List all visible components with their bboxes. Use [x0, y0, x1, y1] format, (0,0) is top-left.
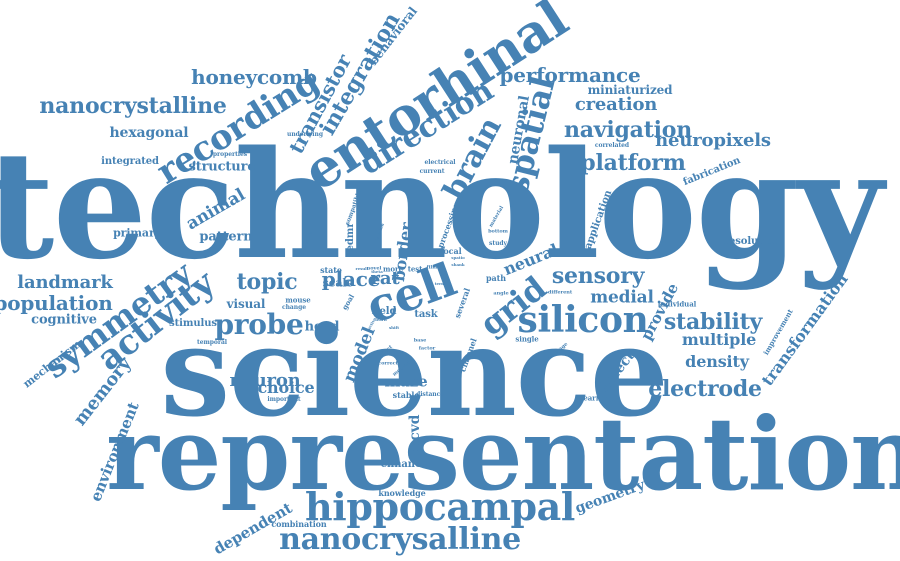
word-learning: learning: [580, 393, 614, 403]
word-enhance: enhance: [380, 459, 428, 470]
word-landmark: landmark: [17, 272, 113, 293]
word-distance: distance: [416, 391, 444, 398]
word-test: test: [407, 264, 423, 274]
word-individual: individual: [657, 299, 697, 309]
word-creation: creation: [574, 94, 658, 115]
word-field: field: [371, 306, 397, 317]
word-population: population: [0, 291, 113, 315]
word-neuropixels: neuropixels: [655, 130, 771, 151]
word-spatio: spatio: [451, 255, 465, 260]
word-bottom: bottom: [488, 228, 508, 235]
word-platform: platform: [580, 150, 686, 176]
word-current: current: [419, 168, 445, 175]
word-shift: shift: [388, 325, 400, 330]
word-miniaturized: miniaturized: [587, 83, 673, 97]
word-primary: primary: [113, 226, 161, 240]
word-maze: maze: [384, 372, 428, 391]
word-single: single: [515, 334, 539, 344]
word-temporal: temporal: [197, 339, 227, 346]
word-electrode: electrode: [648, 376, 762, 402]
word-more: more: [383, 264, 403, 274]
word-hexagonal: hexagonal: [109, 125, 189, 141]
word-correct: correct: [378, 360, 398, 367]
word-honeycomb: honeycomb: [191, 65, 317, 89]
word-topic: topic: [236, 269, 298, 295]
word-cognitive: cognitive: [31, 312, 97, 328]
word-rat: rat: [370, 268, 400, 289]
word-pattern: pattern: [199, 229, 253, 245]
word-properties: properties: [212, 151, 248, 158]
word-navigation: navigation: [563, 117, 693, 143]
word-local: local: [440, 246, 462, 256]
word-probe: probe: [214, 308, 304, 341]
word-change: change: [282, 304, 306, 311]
word-shank: shank: [451, 262, 465, 267]
word-hippocampal: hippocampal: [305, 484, 575, 529]
word-underlying: underlying: [287, 131, 323, 138]
word-novel: novel: [366, 265, 382, 272]
word-density: density: [685, 352, 749, 371]
word-nanocrystalline: nanocrystalline: [39, 93, 227, 119]
word-sensory: sensory: [551, 263, 645, 289]
word-task: task: [414, 309, 438, 320]
word-representation: representation: [106, 395, 900, 513]
word-theta: theta: [371, 269, 383, 274]
word-film: film: [426, 264, 438, 271]
word-choice: choice: [257, 378, 315, 397]
word-term: term: [434, 281, 446, 286]
word-science: science: [160, 300, 668, 445]
word-visual: visual: [226, 297, 266, 311]
word-knowledge: knowledge: [378, 488, 426, 498]
word-nanocrysalline: nanocrysalline: [279, 522, 521, 557]
word-study: study: [489, 240, 507, 247]
word-mouse: mouse: [285, 295, 311, 305]
word-place: place: [321, 267, 381, 291]
word-performance: performance: [499, 63, 641, 87]
word-state: state: [320, 265, 342, 275]
word-pecvd: pecvd: [407, 414, 423, 460]
word-path: path: [486, 273, 506, 283]
word-edmr: edmr: [345, 222, 356, 252]
word-scale: scale: [322, 276, 354, 290]
word-medial: medial: [590, 287, 654, 308]
word-head: head: [304, 319, 340, 335]
word-multiple: multiple: [681, 330, 757, 349]
word-stable: stable: [392, 390, 420, 400]
word-combination: combination: [271, 519, 327, 529]
word-different: different: [547, 289, 573, 296]
word-electrical: electrical: [424, 159, 456, 166]
word-neuron: neuron: [229, 370, 301, 391]
word-structure: structure: [188, 159, 256, 175]
word-integrated: integrated: [101, 156, 159, 167]
word-factor: factor: [418, 345, 436, 352]
word-important: important: [267, 396, 301, 403]
word-device: device: [485, 250, 503, 257]
word-learn: learn: [375, 317, 387, 322]
word-stimulus: stimulus: [169, 318, 217, 329]
word-stability: stability: [663, 309, 763, 335]
word-angle: angle: [493, 290, 509, 297]
word-correlated: correlated: [594, 142, 630, 149]
word-base: base: [413, 337, 427, 344]
word-silicon: silicon: [517, 299, 649, 341]
word-resolution: resolution: [723, 236, 781, 247]
word-result: result: [355, 266, 369, 271]
word-technology: technology: [0, 118, 884, 292]
